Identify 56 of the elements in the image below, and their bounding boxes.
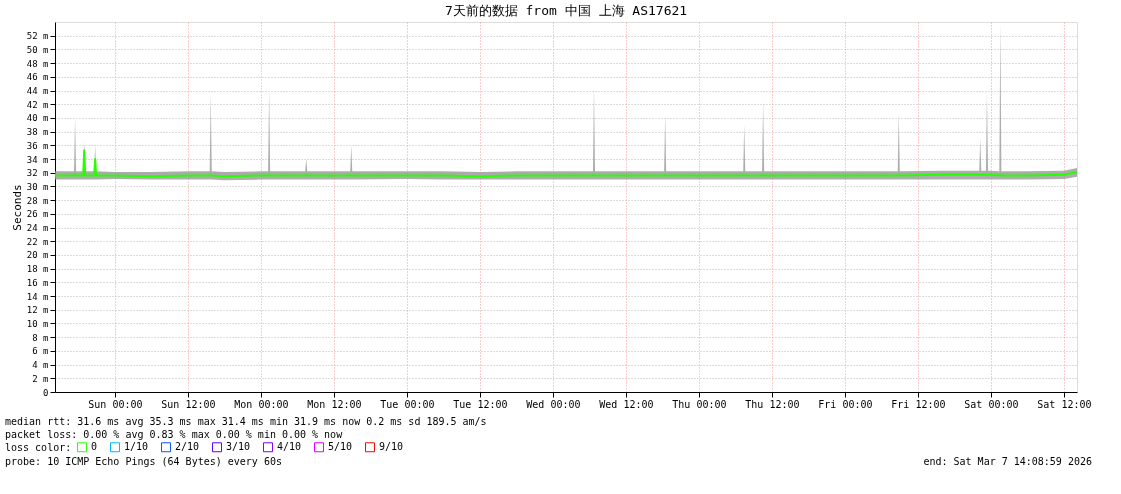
text: end: Sat Mar 7 14:08:59 2026: [923, 456, 1092, 467]
y-tick-label: 38 m: [26, 127, 49, 138]
y-tick-label: 36 m: [26, 140, 49, 151]
legend-label: 0: [91, 441, 98, 453]
x-tick-label: Sun 12:00: [161, 398, 216, 410]
y-tick-label: 12 m: [26, 305, 49, 316]
y-tick-label: 42 m: [26, 99, 49, 110]
y-tick-label: 50 m: [26, 44, 49, 55]
y-tick-label: 18 m: [26, 264, 49, 275]
legend-label: 2/10: [175, 441, 200, 453]
y-axis-title: Seconds: [10, 184, 24, 231]
legend-label: 3/10: [226, 441, 251, 453]
y-tick-label: 8 m: [32, 332, 49, 343]
y-tick-label: 20 m: [26, 250, 49, 261]
x-tick-label: Wed 12:00: [599, 398, 654, 410]
y-tick-label: 52 m: [26, 31, 49, 42]
x-tick-label: Thu 00:00: [672, 398, 727, 410]
y-tick-label: 46 m: [26, 72, 49, 83]
y-tick-label: 16 m: [26, 277, 49, 288]
y-tick-label: 24 m: [26, 223, 49, 234]
x-tick-label: Fri 00:00: [818, 398, 873, 410]
legend-label: 9/10: [379, 441, 404, 453]
y-tick-label: 32 m: [26, 168, 49, 179]
y-tick-label: 48 m: [26, 58, 49, 69]
x-tick-label: Wed 00:00: [526, 398, 581, 410]
y-tick-label: 34 m: [26, 154, 49, 165]
y-tick-label: 22 m: [26, 236, 49, 247]
x-tick-label: Tue 12:00: [453, 398, 508, 410]
y-tick-label: 14 m: [26, 291, 49, 302]
y-tick-label: 4 m: [32, 360, 49, 371]
y-tick-label: 30 m: [26, 181, 49, 192]
y-tick-label: 10 m: [26, 318, 49, 329]
text: median rtt: 31.6 ms avg 35.3 ms max 31.4 ms min 31.9 ms now 0.2 ms sd 189.5 am/s: [5, 416, 487, 427]
x-tick-label: Mon 12:00: [307, 398, 362, 410]
x-tick-label: Fri 12:00: [891, 398, 946, 410]
x-tick-label: Tue 00:00: [380, 398, 435, 410]
y-tick-label: 26 m: [26, 209, 49, 220]
line-series: [55, 149, 1077, 178]
y-tick-label: 44 m: [26, 86, 49, 97]
chart-title: 7天前的数据 from 中国 上海 AS17621: [444, 3, 688, 18]
legend-title: loss color:: [5, 442, 72, 453]
y-tick-label: 28 m: [26, 195, 49, 206]
y-tick-label: 0: [43, 387, 49, 398]
legend-label: 5/10: [328, 441, 353, 453]
x-tick-label: Sat 12:00: [1037, 398, 1092, 410]
text: packet loss: 0.00 % avg 0.83 % max 0.00 % min 0.00 % now: [5, 429, 344, 440]
y-tick-label: 2 m: [32, 373, 49, 384]
legend-label: 4/10: [277, 441, 302, 453]
x-tick-label: Sun 00:00: [88, 398, 143, 410]
text: probe: 10 ICMP Echo Pings (64 Bytes) every 60s: [5, 456, 282, 467]
x-tick-label: Sat 00:00: [964, 398, 1019, 410]
legend-label: 1/10: [124, 441, 149, 453]
x-tick-label: Mon 00:00: [234, 398, 289, 410]
x-tick-label: Thu 12:00: [745, 398, 800, 410]
y-tick-label: 6 m: [32, 346, 49, 357]
y-tick-label: 40 m: [26, 113, 49, 124]
